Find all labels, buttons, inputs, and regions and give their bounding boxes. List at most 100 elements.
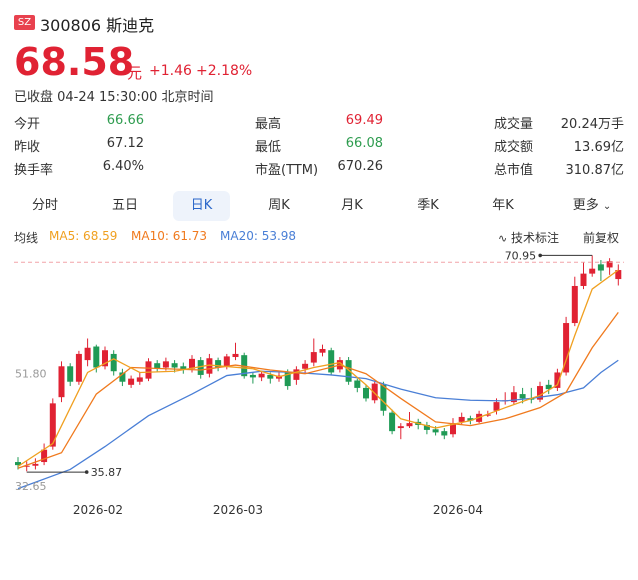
candle-body <box>249 374 256 378</box>
candle-body <box>136 377 143 382</box>
y-tick-label: 51.80 <box>15 368 47 381</box>
tab-yearly-k[interactable]: 年K <box>492 198 514 213</box>
technical-annotation-toggle[interactable]: ∿ 技术标注 <box>498 229 559 246</box>
stat-value-market-cap: 310.87亿 <box>565 163 625 178</box>
stat-value-pe-ttm: 670.26 <box>337 159 384 174</box>
candle-body <box>154 363 161 369</box>
candle-body <box>563 323 570 373</box>
candle-body <box>267 374 274 379</box>
candle-body <box>363 387 369 399</box>
low-marker: 35.87 <box>26 466 123 479</box>
stat-label-high: 最高 <box>255 117 282 132</box>
candle-body <box>380 384 387 411</box>
stat-label-volume: 成交量 <box>494 117 534 132</box>
candle-body <box>371 383 378 401</box>
candle-body <box>49 403 56 447</box>
x-tick-label: 2026-03 <box>213 503 263 517</box>
tab-more-label: 更多 <box>572 198 599 213</box>
stat-label-pe-ttm: 市盈(TTM) <box>255 163 319 178</box>
high-marker-label: 70.95 <box>505 249 537 262</box>
stat-label-prev-close: 昨收 <box>14 140 41 155</box>
candle-body <box>606 261 613 268</box>
x-tick-label: 2026-02 <box>73 503 123 517</box>
stat-value-prev-close: 67.12 <box>106 136 144 151</box>
tab-intraday[interactable]: 分时 <box>31 198 58 213</box>
candle-body <box>545 384 552 390</box>
low-marker-dot <box>84 470 89 474</box>
candle-body <box>484 414 491 416</box>
candle-body <box>215 360 222 368</box>
candle-body <box>580 273 587 286</box>
candle-body <box>615 270 622 280</box>
stat-value-turnover-rate: 6.40% <box>102 159 144 174</box>
kline-chart[interactable]: 70.95 35.87 51.80 32.65 2026-02 2026-03 … <box>0 248 638 520</box>
candle-body <box>310 352 317 363</box>
candle-body <box>15 462 21 466</box>
candle-body <box>128 378 135 385</box>
candle-body <box>206 358 213 374</box>
price-unit: 元 <box>127 64 143 82</box>
candle-body <box>232 353 239 358</box>
low-marker-label: 35.87 <box>91 466 123 479</box>
price-change: +1.46 <box>149 63 192 79</box>
candle-body <box>197 360 204 375</box>
adjust-mode-button[interactable]: 前复权 <box>583 231 620 245</box>
y-tick-label: 32.65 <box>15 480 47 493</box>
candle-body <box>119 372 126 382</box>
candle-body <box>571 285 578 324</box>
candle-body <box>41 449 48 463</box>
candle-body <box>293 369 300 380</box>
technical-annotation-label: 技术标注 <box>511 231 560 245</box>
candle-body <box>67 366 74 382</box>
candle-body <box>458 416 465 422</box>
candle-body <box>597 264 604 271</box>
candle-body <box>23 465 30 467</box>
stat-label-open: 今开 <box>14 117 41 132</box>
market-badge: SZ <box>14 15 35 30</box>
tab-more[interactable]: 更多 ⌄ <box>562 191 622 221</box>
candle-body <box>162 361 169 368</box>
candle-body <box>32 463 39 466</box>
candle-body <box>84 347 91 361</box>
stat-label-turnover-amount: 成交额 <box>494 140 534 155</box>
candle-body <box>406 423 413 427</box>
candles-layer <box>15 255 622 472</box>
ma5-line <box>17 269 619 467</box>
candle-body <box>345 360 352 382</box>
candle-body <box>171 363 178 368</box>
stat-value-turnover-amount: 13.69亿 <box>573 140 624 155</box>
x-tick-label: 2026-04 <box>433 503 483 517</box>
candle-body <box>189 358 195 369</box>
candle-body <box>319 348 326 353</box>
stat-value-high: 69.49 <box>345 113 383 128</box>
candle-body <box>223 356 230 367</box>
ma10-value: MA10: 61.73 <box>131 229 208 243</box>
ma5-value: MA5: 68.59 <box>49 229 118 243</box>
tab-daily-k[interactable]: 日K <box>173 191 230 221</box>
period-tabs: 分时 五日 日K 周K 月K 季K 年K 更多 ⌄ <box>14 191 626 221</box>
ma-label: 均线 <box>14 231 39 245</box>
ma20-value: MA20: 53.98 <box>220 229 297 243</box>
tab-quarterly-k[interactable]: 季K <box>417 198 439 213</box>
stat-value-volume: 20.24万手 <box>560 117 624 132</box>
candle-body <box>284 372 291 387</box>
candle-body <box>389 412 396 432</box>
high-marker: 70.95 <box>505 249 593 262</box>
stat-label-market-cap: 总市值 <box>494 163 534 178</box>
ma20-line <box>17 359 619 490</box>
tab-five-day[interactable]: 五日 <box>111 198 138 213</box>
candle-body <box>354 380 361 388</box>
stat-value-open: 66.66 <box>106 113 144 128</box>
stat-label-low: 最低 <box>255 140 282 155</box>
candle-body <box>302 363 309 369</box>
price-change-pct: +2.18% <box>196 63 253 79</box>
candle-body <box>467 418 474 421</box>
trend-icon: ∿ <box>498 232 508 245</box>
candle-body <box>423 424 430 430</box>
tab-monthly-k[interactable]: 月K <box>341 198 363 213</box>
candle-body <box>180 366 187 370</box>
candle-body <box>450 423 456 435</box>
tab-weekly-k[interactable]: 周K <box>268 198 290 213</box>
candle-body <box>554 372 561 388</box>
candle-body <box>519 394 526 399</box>
